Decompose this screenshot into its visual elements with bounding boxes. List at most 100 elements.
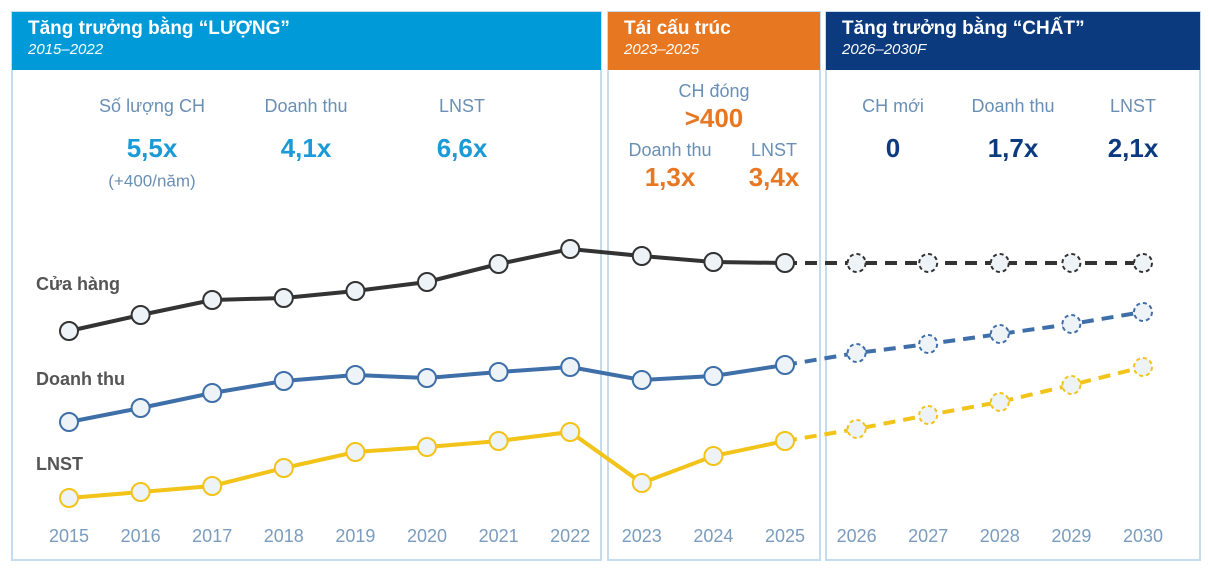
metric-value: 1,3x: [645, 162, 696, 192]
point: [1061, 314, 1082, 334]
panel-subtitle: 2026–2030F: [841, 41, 927, 58]
point: [202, 476, 223, 496]
x-tick-label: 2017: [192, 526, 232, 546]
x-tick-label: 2030: [1123, 526, 1163, 546]
point: [703, 446, 724, 466]
point: [488, 362, 509, 382]
point: [273, 288, 294, 308]
series-line: [784, 365, 1144, 443]
point: [846, 253, 867, 273]
point: [918, 405, 939, 425]
metric-value: 4,1x: [281, 133, 332, 163]
point: [345, 442, 366, 462]
point: [130, 398, 151, 418]
point: [846, 343, 867, 363]
point: [560, 422, 581, 442]
point: [59, 488, 79, 508]
metric-value: 1,7x: [988, 133, 1039, 163]
series-label: Cửa hàng: [36, 274, 120, 294]
point: [631, 473, 652, 493]
point: [202, 290, 223, 310]
panel-subtitle: 2023–2025: [623, 41, 700, 58]
point: [775, 431, 795, 451]
panel-header: [608, 12, 820, 70]
x-tick-label: 2023: [622, 526, 662, 546]
metric-value: 0: [886, 133, 900, 163]
point: [631, 370, 652, 390]
point: [846, 419, 867, 439]
x-tick-label: 2026: [837, 526, 877, 546]
point: [1133, 357, 1153, 377]
metric-label: Doanh thu: [971, 96, 1054, 116]
metric-value: 2,1x: [1108, 133, 1159, 163]
metric-label: Doanh thu: [264, 96, 347, 116]
x-tick-label: 2027: [908, 526, 948, 546]
series-label: Doanh thu: [36, 369, 125, 389]
x-tick-label: 2020: [407, 526, 447, 546]
x-tick-label: 2029: [1051, 526, 1091, 546]
metric-label: CH mới: [862, 96, 924, 116]
point: [345, 365, 366, 385]
point: [417, 368, 437, 388]
point: [560, 239, 581, 259]
point: [1061, 375, 1082, 395]
point: [417, 437, 437, 457]
panel: [825, 11, 1201, 561]
point: [560, 357, 581, 377]
point: [703, 366, 724, 386]
x-tick-label: 2028: [980, 526, 1020, 546]
x-tick-label: 2024: [693, 526, 733, 546]
panel-header: [826, 12, 1200, 70]
metric-value: >400: [685, 103, 744, 133]
x-tick-label: 2015: [49, 526, 89, 546]
point: [202, 383, 223, 403]
x-tick-label: 2018: [264, 526, 304, 546]
x-tick-label: 2022: [550, 526, 590, 546]
panel-header: [12, 12, 601, 70]
metric-label: LNST: [1110, 96, 1156, 116]
point: [488, 254, 509, 274]
point: [130, 482, 151, 502]
point: [59, 321, 79, 341]
series-label: LNST: [36, 454, 83, 474]
point: [1061, 253, 1082, 273]
point: [703, 252, 724, 272]
series-line: [784, 310, 1144, 367]
point: [273, 371, 294, 391]
point: [1133, 253, 1153, 273]
metric-note: (+400/năm): [108, 171, 195, 190]
point: [488, 431, 509, 451]
point: [1133, 302, 1153, 322]
panel-subtitle: 2015–2022: [27, 41, 104, 58]
x-tick-label: 2021: [479, 526, 519, 546]
panel-title: Tăng trưởng bằng “CHẤT”: [842, 17, 1085, 39]
x-tick-label: 2025: [765, 526, 805, 546]
x-tick-label: 2016: [121, 526, 161, 546]
metric-label: LNST: [439, 96, 485, 116]
metric-label: Doanh thu: [628, 140, 711, 160]
panel-title: Tăng trưởng bằng “LƯỢNG”: [28, 17, 290, 39]
x-tick-label: 2019: [335, 526, 375, 546]
point: [417, 272, 437, 292]
point: [631, 246, 652, 266]
point: [989, 392, 1010, 412]
point: [775, 253, 795, 273]
panel: [11, 11, 602, 561]
point: [130, 305, 151, 325]
metric-value: 3,4x: [749, 162, 800, 192]
point: [59, 412, 79, 432]
metric-label: Số lượng CH: [99, 96, 205, 116]
point: [345, 281, 366, 301]
metric-value: 6,6x: [437, 133, 488, 163]
point: [989, 324, 1010, 344]
metric-value: 5,5x: [127, 133, 178, 163]
metric-label: CH đóng: [678, 81, 749, 101]
point: [918, 334, 939, 354]
point: [918, 253, 939, 273]
point: [775, 355, 795, 375]
point: [989, 253, 1010, 273]
metric-label: LNST: [751, 140, 797, 160]
point: [273, 458, 294, 478]
panel-title: Tái cấu trúc: [624, 18, 731, 39]
